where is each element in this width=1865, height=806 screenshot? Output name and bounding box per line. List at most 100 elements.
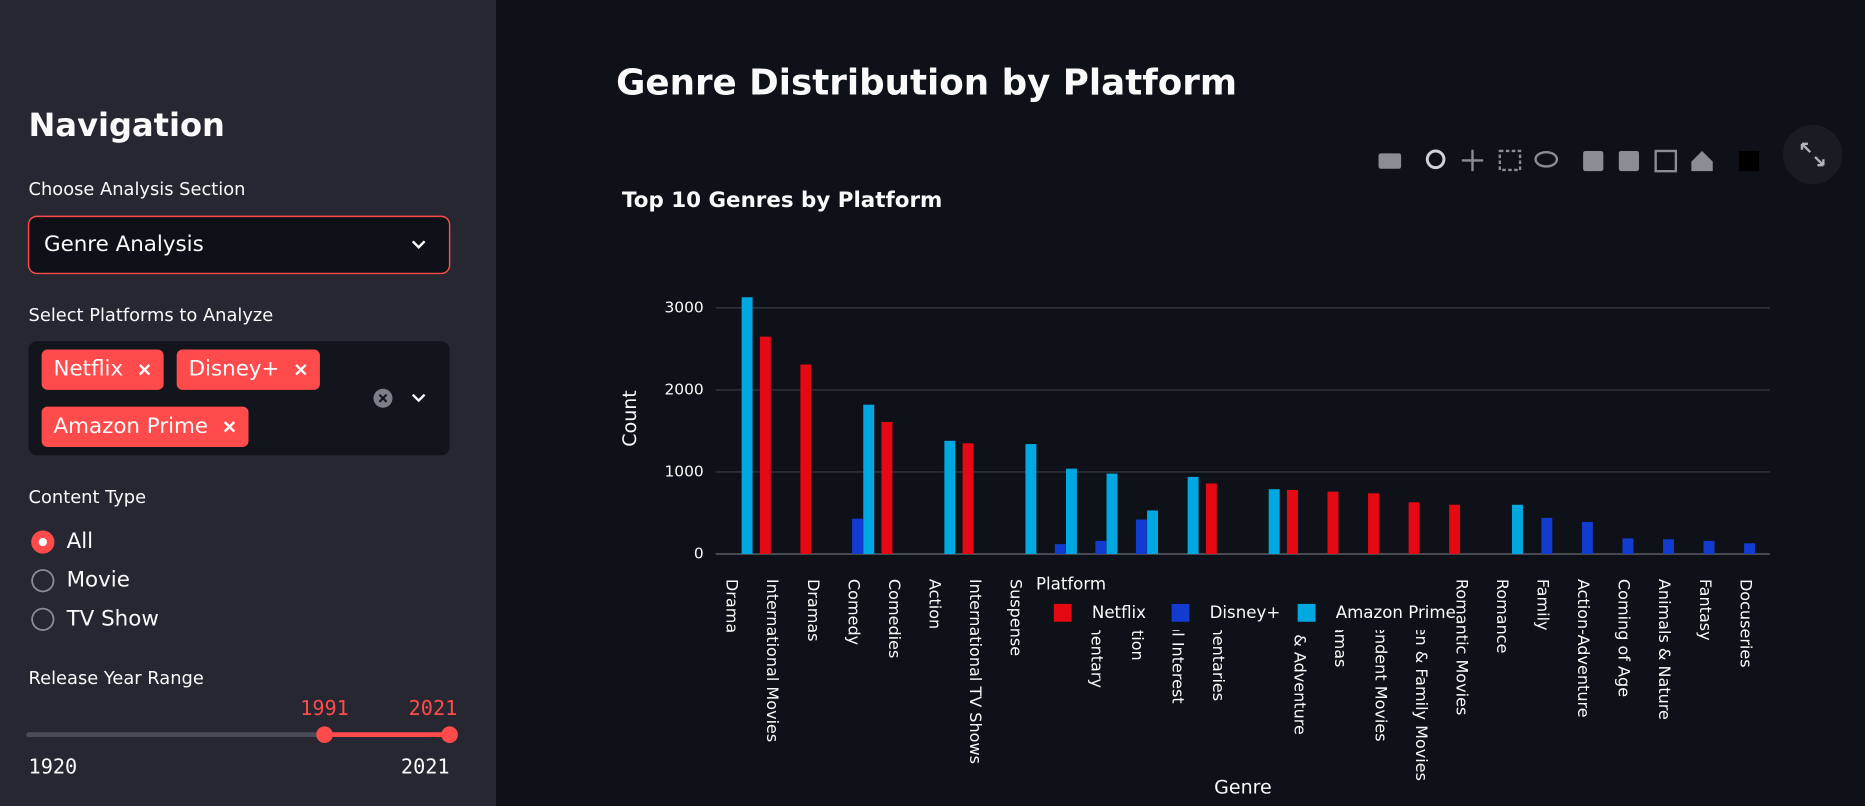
- slider: 1991 2021 1920 2021: [26, 696, 458, 778]
- x-tick-label: Romantic Movies: [1452, 579, 1471, 715]
- legend-label: Disney+: [1210, 603, 1281, 622]
- bar: [1622, 538, 1634, 554]
- chart-title: Top 10 Genres by Platform: [622, 188, 942, 213]
- bar: [1703, 540, 1715, 554]
- fullscreen-button[interactable]: [1782, 124, 1843, 185]
- x-tick-label: International TV Shows: [966, 579, 985, 764]
- tag-label: Netflix: [54, 357, 124, 382]
- y-tick-label: 1000: [664, 462, 703, 480]
- bar: [944, 440, 956, 554]
- radio[interactable]: [31, 569, 55, 593]
- x-tick-label: Coming of Age: [1615, 579, 1634, 697]
- tag-remove[interactable]: [295, 364, 307, 376]
- tags: Netflix Disney+ Amazon Prime: [41, 349, 320, 447]
- bar: [1135, 519, 1147, 554]
- lasso-icon[interactable]: [1534, 150, 1559, 168]
- x-tick-label: Action-Adventure: [1574, 579, 1593, 718]
- toolbar: [1378, 149, 1760, 173]
- x-tick-label: Drama: [723, 579, 742, 633]
- bar: [1106, 473, 1118, 554]
- tag-remove[interactable]: [138, 364, 151, 376]
- tag-label: Amazon Prime: [54, 414, 209, 439]
- slider-value: 2021: [409, 696, 458, 720]
- label: Select Platforms to Analyze: [29, 305, 274, 326]
- autoscale-icon[interactable]: [1654, 149, 1678, 173]
- bar: [1541, 517, 1553, 554]
- radio-label: Movie: [67, 568, 130, 593]
- zoom-in-icon[interactable]: [1583, 150, 1604, 172]
- bar: [881, 421, 893, 554]
- fullscreen-icon: [1800, 142, 1825, 167]
- zoom-out-icon[interactable]: [1618, 150, 1640, 172]
- bar: [962, 443, 974, 554]
- select-icon[interactable]: [1498, 149, 1522, 172]
- bar: [1095, 540, 1107, 554]
- bar: [1187, 476, 1199, 554]
- x-tick-label: Romance: [1493, 579, 1512, 654]
- plot: 0 1000 2000 3000 Drama International Movies Dr…: [664, 297, 1770, 781]
- plotly-icon[interactable]: [1738, 150, 1760, 172]
- x-tick-label: International Movies: [763, 579, 782, 742]
- x-tick-label: Suspense: [1006, 579, 1025, 656]
- legend-label: Netflix: [1092, 603, 1146, 622]
- y-tick-label: 3000: [664, 298, 703, 316]
- x-tick-label: Comedy: [844, 579, 863, 646]
- y-axis-title: Count: [619, 390, 641, 446]
- zoom-icon[interactable]: [1425, 149, 1446, 170]
- radio-label: All: [67, 529, 94, 554]
- bar: [1368, 493, 1379, 554]
- main: [495, 0, 1865, 806]
- tag-remove[interactable]: [223, 421, 236, 433]
- tag[interactable]: [41, 349, 164, 390]
- bar: [1744, 543, 1756, 554]
- bar: [1663, 539, 1674, 554]
- label: Content Type: [29, 487, 147, 508]
- bar: [1054, 544, 1066, 554]
- legend-swatch: [1171, 603, 1190, 622]
- radio-label: TV Show: [66, 606, 159, 631]
- tag[interactable]: [176, 349, 320, 390]
- slider-thumb[interactable]: [316, 726, 333, 743]
- legend-bg: [1025, 569, 1452, 631]
- x-tick-label: Fantasy: [1696, 579, 1715, 641]
- bar: [741, 297, 753, 554]
- legend-title: Platform: [1036, 574, 1106, 593]
- bar: [852, 518, 864, 554]
- bar: [1205, 483, 1217, 554]
- radio-dot: [38, 537, 47, 547]
- x-tick-label: Docuseries: [1736, 579, 1755, 668]
- x-tick-label: Comedies: [885, 579, 904, 658]
- pan-icon[interactable]: [1461, 149, 1484, 172]
- x-axis-title: Genre: [1214, 777, 1272, 799]
- bar: [1327, 491, 1339, 554]
- bar: [863, 404, 875, 554]
- tag[interactable]: [41, 406, 249, 447]
- x-tick-label: Dramas: [804, 579, 823, 642]
- home-icon[interactable]: [1691, 150, 1713, 172]
- bar: [1511, 504, 1523, 554]
- label: Choose Analysis Section: [29, 179, 246, 200]
- x-tick-label: Family: [1534, 579, 1553, 631]
- bar: [1025, 444, 1037, 554]
- slider-max: 2021: [401, 754, 450, 778]
- y-tick-label: 2000: [664, 380, 703, 398]
- slider-value: 1991: [300, 696, 349, 720]
- page-title: Genre Distribution by Platform: [616, 62, 1237, 103]
- bar: [1408, 502, 1420, 554]
- bar: [1268, 489, 1280, 554]
- bar: [1286, 489, 1298, 554]
- chevron[interactable]: [411, 393, 426, 403]
- select-value: Genre Analysis: [44, 232, 204, 257]
- bar: [800, 364, 812, 554]
- radio[interactable]: [31, 607, 55, 631]
- sidebar-heading: Navigation: [29, 106, 225, 144]
- radios: All Movie TV Show: [31, 529, 159, 631]
- slider-thumb[interactable]: [441, 726, 458, 743]
- y-tick-label: 0: [694, 544, 704, 562]
- camera-icon[interactable]: [1378, 153, 1402, 169]
- x-tick-label: Action: [925, 579, 944, 629]
- tag-label: Disney+: [189, 357, 280, 382]
- bar: [1065, 468, 1077, 554]
- select-box[interactable]: [27, 215, 451, 275]
- chevron[interactable]: [411, 240, 426, 249]
